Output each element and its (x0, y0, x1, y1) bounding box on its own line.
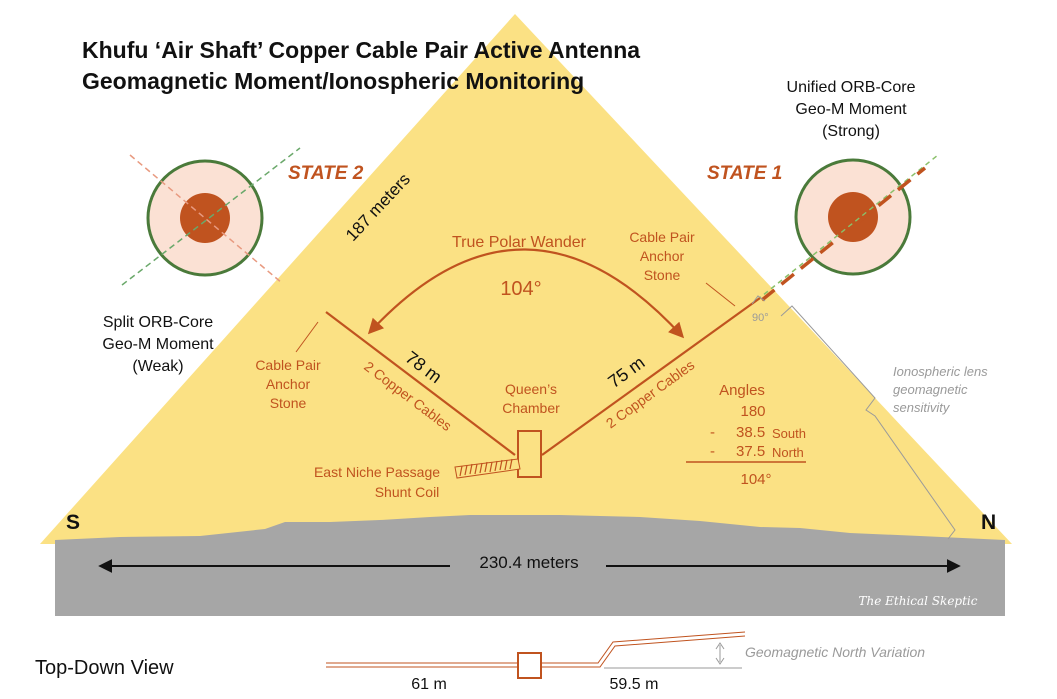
variation-arrowheads-icon (715, 642, 725, 665)
right-angle-label: 90° (752, 312, 769, 324)
chamber-line1: Queen’s (505, 381, 557, 397)
queens-chamber-box (517, 430, 542, 478)
pyramid-body (40, 14, 1012, 544)
anchor-right-line1: Cable Pair (629, 229, 695, 245)
polar-wander-angle: 104° (500, 278, 541, 300)
top-down-label: Top-Down View (35, 657, 174, 679)
angles-op3: - (710, 443, 715, 460)
state1-label: STATE 1 (707, 163, 782, 184)
variation-label: Geomagnetic North Variation (745, 644, 925, 660)
polar-wander-arc (367, 248, 685, 339)
orb-weak-line2: Geo-M Moment (102, 336, 214, 353)
anchor-left-line2: Anchor (266, 376, 311, 392)
split-orb-core-icon (121, 147, 301, 286)
anchor-right-pointer (705, 282, 736, 307)
base-width-label: 230.4 meters (479, 553, 578, 572)
anchor-left-pointer (295, 321, 319, 353)
state2-label: STATE 2 (288, 163, 364, 184)
unified-orb-core-icon (756, 154, 939, 302)
angles-l3: North (772, 445, 804, 460)
angles-v1: 180 (740, 403, 765, 420)
ionospheric-line2: geomagnetic (893, 382, 968, 397)
ground (55, 515, 1005, 616)
angles-v3: 37.5 (736, 443, 765, 460)
angles-v2: 38.5 (736, 424, 765, 441)
orb-weak-line3: (Weak) (132, 358, 183, 375)
shunt-line1: East Niche Passage (314, 464, 440, 480)
right-angle-marker (751, 295, 766, 305)
angles-op2: - (710, 424, 715, 441)
ionospheric-bracket (780, 305, 956, 540)
angles-header: Angles (719, 382, 765, 399)
anchor-right-line2: Anchor (640, 248, 685, 264)
orb-strong-line1: Unified ORB-Core (787, 79, 916, 96)
title-line2: Geomagnetic Moment/Ionospheric Monitorin… (82, 68, 584, 94)
polar-wander-label: True Polar Wander (452, 234, 587, 251)
south-label: S (66, 511, 80, 534)
top-down-right-length: 59.5 m (610, 676, 659, 693)
cable-left (325, 311, 516, 456)
cable-right (541, 297, 761, 456)
anchor-right-line3: Stone (644, 267, 681, 283)
orb-strong-line2: Geo-M Moment (795, 101, 907, 118)
top-down-left-length: 61 m (411, 676, 447, 693)
ionospheric-line1: Ionospheric lens (893, 364, 988, 379)
orb-weak-line1: Split ORB-Core (103, 314, 213, 331)
orb-strong-line3: (Strong) (822, 123, 880, 140)
watermark: The Ethical Skeptic (859, 594, 978, 608)
anchor-left-line1: Cable Pair (255, 357, 321, 373)
angles-l2: South (772, 426, 806, 441)
ionospheric-line3: sensitivity (893, 400, 951, 415)
title-line1: Khufu ‘Air Shaft’ Copper Cable Pair Acti… (82, 37, 640, 63)
anchor-left-line3: Stone (270, 395, 307, 411)
shunt-line2: Shunt Coil (375, 484, 440, 500)
north-label: N (981, 511, 996, 534)
shunt-coil-icon (454, 458, 521, 479)
angles-result: 104° (740, 471, 771, 488)
chamber-line2: Chamber (502, 400, 560, 416)
top-down-cable-diagram (326, 631, 746, 679)
